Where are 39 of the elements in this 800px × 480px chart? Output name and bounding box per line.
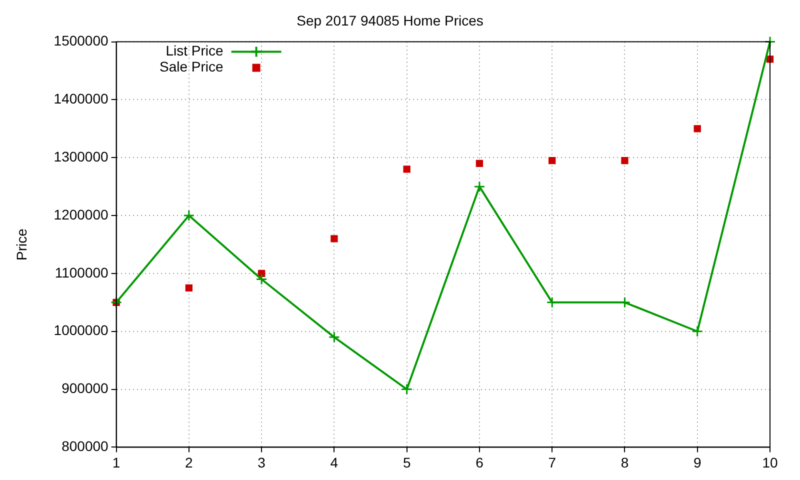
x-tick-label: 8 bbox=[620, 454, 629, 470]
point bbox=[330, 235, 338, 242]
y-tick-label: 900000 bbox=[62, 380, 109, 396]
point bbox=[764, 36, 776, 48]
x-tick-label: 3 bbox=[258, 454, 266, 470]
point bbox=[474, 180, 486, 192]
point bbox=[546, 296, 558, 308]
y-tick-label: 1400000 bbox=[54, 90, 109, 107]
point bbox=[621, 156, 628, 164]
x-tick-label: 7 bbox=[548, 454, 556, 470]
y-axis-title: Price bbox=[13, 228, 30, 260]
point bbox=[692, 326, 704, 338]
point bbox=[401, 384, 413, 396]
point bbox=[403, 166, 410, 173]
x-tick-label: 9 bbox=[693, 454, 702, 470]
point bbox=[185, 284, 193, 292]
point bbox=[476, 160, 484, 167]
y-tick-label: 1200000 bbox=[54, 206, 109, 222]
y-tick-label: 1500000 bbox=[54, 32, 109, 49]
point bbox=[618, 296, 630, 308]
x-tick-label: 5 bbox=[402, 454, 411, 470]
y-tick-label: 1300000 bbox=[54, 148, 109, 164]
x-tick-label: 2 bbox=[185, 454, 194, 470]
y-tick-label: 1100000 bbox=[54, 264, 109, 280]
point bbox=[328, 331, 340, 343]
x-tick-label: 6 bbox=[476, 454, 484, 470]
y-tick-label: 800000 bbox=[62, 438, 109, 454]
point bbox=[110, 296, 122, 308]
point bbox=[694, 125, 701, 132]
x-tick-label: 10 bbox=[762, 454, 778, 470]
x-tick-label: 4 bbox=[330, 454, 338, 470]
point bbox=[183, 210, 195, 222]
point bbox=[548, 156, 556, 164]
y-tick-label: 1000000 bbox=[54, 322, 109, 338]
chart-title: Sep 2017 94085 Home Prices bbox=[296, 12, 484, 28]
legend-label: List Price bbox=[166, 42, 224, 59]
point bbox=[256, 274, 268, 285]
legend-label: Sale Price bbox=[159, 58, 224, 75]
x-tick-label: 1 bbox=[112, 454, 120, 470]
